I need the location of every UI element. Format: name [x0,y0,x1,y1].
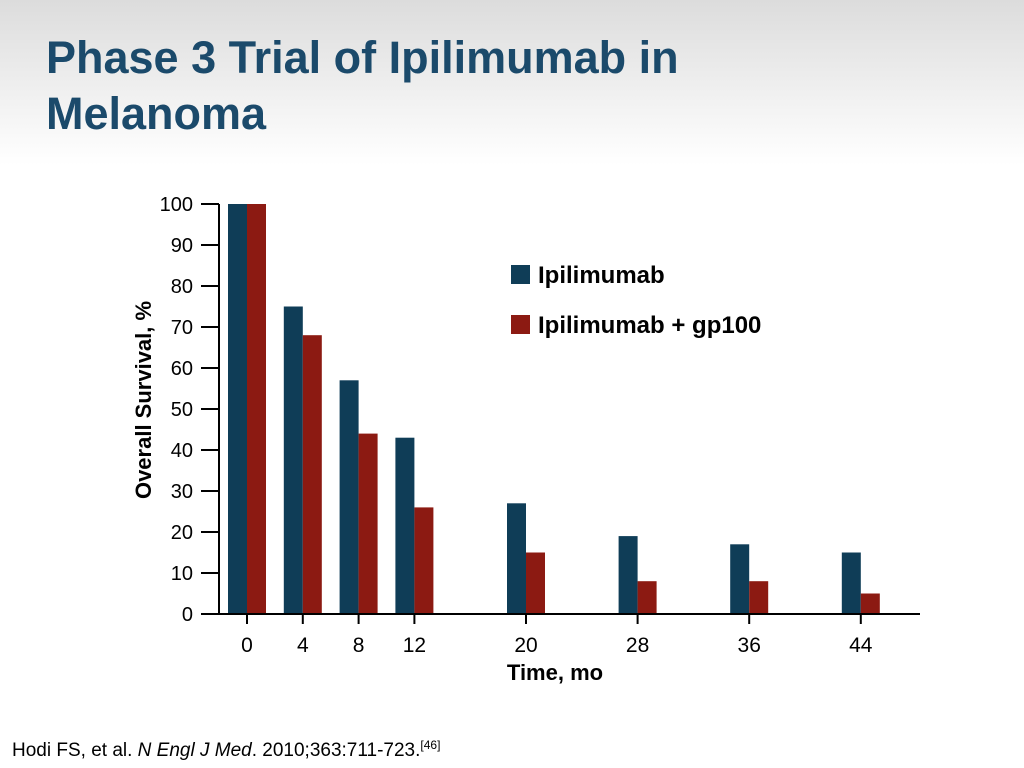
y-tick-label-90: 90 [171,235,193,257]
x-tick-label-20: 20 [514,634,537,657]
y-tick-label-100: 100 [160,194,193,216]
x-tick-label-44: 44 [849,634,873,657]
slide-title-line-1: Phase 3 Trial of Ipilimumab in [46,32,679,83]
citation: Hodi FS, et al. N Engl J Med. 2010;363:7… [12,738,440,762]
bar-ipilimumab-gp100-20mo [526,552,545,614]
slide-title-line-2: Melanoma [46,88,267,139]
y-tick-label-30: 30 [171,481,193,503]
y-tick-label-70: 70 [171,317,193,339]
x-tick-label-12: 12 [403,634,426,657]
bar-ipilimumab-gp100-28mo [637,581,657,614]
slide-header-band [0,0,1024,165]
slide-title: Phase 3 Trial of Ipilimumab in Melanoma [46,30,946,142]
x-tick-label-36: 36 [738,634,761,657]
y-tick-label-50: 50 [171,399,193,421]
y-tick-label-0: 0 [182,604,193,626]
x-tick-label-8: 8 [353,634,365,657]
y-tick-label-40: 40 [171,440,193,462]
x-tick-label-4: 4 [297,634,309,657]
legend-label-ipilimumab-gp100: Ipilimumab + gp100 [538,312,761,339]
bar-ipilimumab-gp100-8mo [358,433,378,614]
bar-ipilimumab-8mo [339,380,359,614]
bar-ipilimumab-4mo [283,306,303,614]
bar-ipilimumab-20mo [507,503,526,614]
bar-ipilimumab-44mo [841,552,861,614]
x-axis-title: Time, mo [507,660,603,685]
bar-ipilimumab-gp100-44mo [860,593,880,614]
citation-authors: Hodi FS, et al. [12,740,138,761]
bar-ipilimumab-gp100-0mo [247,204,266,614]
bar-ipilimumab-gp100-12mo [414,507,434,614]
y-tick-label-80: 80 [171,276,193,298]
legend-swatch-ipilimumab [511,265,530,284]
citation-details: . 2010;363:711-723. [251,740,421,761]
bar-ipilimumab-gp100-4mo [302,335,322,614]
bar-ipilimumab-36mo [730,544,750,614]
legend-swatch-ipilimumab-gp100 [511,315,530,334]
bar-ipilimumab-gp100-36mo [749,581,769,614]
bar-ipilimumab-28mo [618,536,638,614]
y-tick-label-20: 20 [171,522,193,544]
y-axis-title: Overall Survival, % [131,301,156,499]
citation-journal: N Engl J Med [137,740,252,761]
citation-ref: [46] [420,738,441,752]
y-tick-label-10: 10 [171,563,193,585]
x-tick-label-28: 28 [626,634,649,657]
x-tick-label-0: 0 [241,634,253,657]
bar-ipilimumab-0mo [228,204,247,614]
y-tick-label-60: 60 [171,358,193,380]
bar-ipilimumab-12mo [395,437,415,614]
legend-label-ipilimumab: Ipilimumab [538,262,665,289]
